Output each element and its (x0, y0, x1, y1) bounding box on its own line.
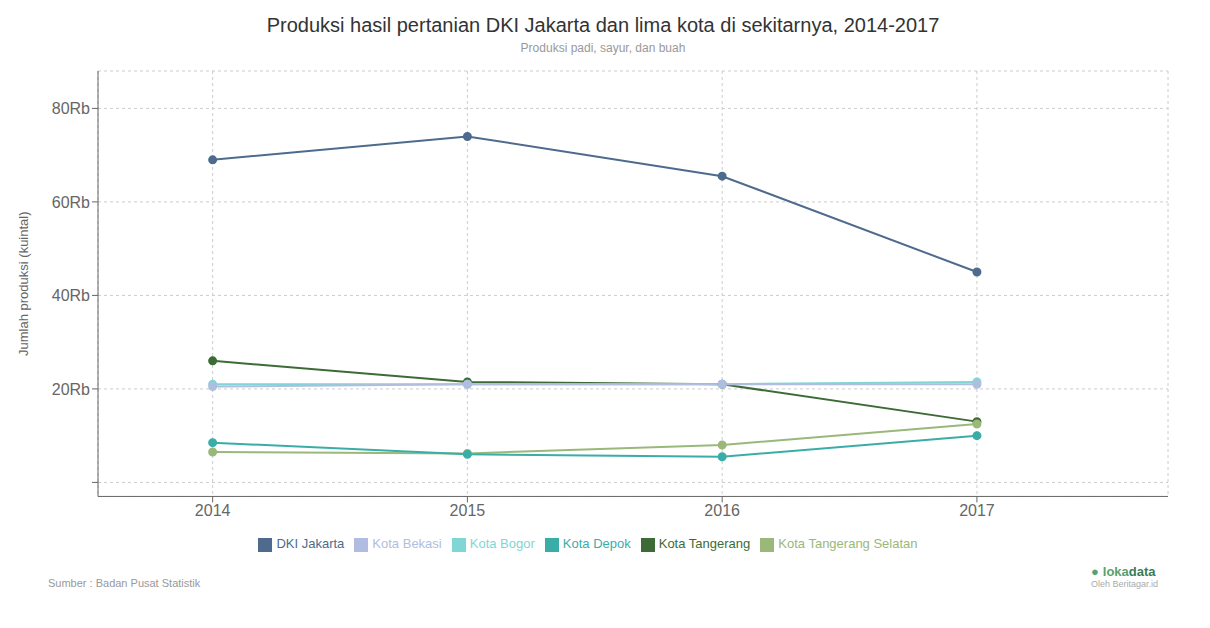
svg-text:2015: 2015 (450, 502, 486, 519)
svg-text:20Rb: 20Rb (52, 381, 90, 398)
html-text:Produksi padi, sayur, dan buah: Produksi padi, sayur, dan buah (520, 41, 686, 55)
svg-text:2016: 2016 (704, 502, 740, 519)
svg-text:2014: 2014 (195, 502, 231, 519)
html-text:● loka data: ● loka data (1091, 564, 1156, 579)
svg-text:60Rb: 60Rb (52, 194, 90, 211)
svg-text:40Rb: 40Rb (52, 287, 90, 304)
html-text:Produksi hasil pertanian DKI J: Produksi hasil pertanian DKI Jakarta dan… (266, 14, 940, 36)
html-text:Oleh Beritagar.id: Oleh Beritagar.id (1091, 579, 1158, 589)
html-text:Kota Tangerang Selatan: Kota Tangerang Selatan (778, 536, 918, 552)
html-text:DKI Jakarta: DKI Jakarta (276, 536, 345, 552)
html-text:Kota Tangerang: Kota Tangerang (658, 536, 751, 552)
html-text:Kota Bogor: Kota Bogor (469, 536, 535, 552)
svg-text:Jumlah produksi (kuintal): Jumlah produksi (kuintal) (16, 211, 31, 356)
html-text:Sumber : Badan Pusat Statistik: Sumber : Badan Pusat Statistik (48, 577, 201, 589)
svg-text:80Rb: 80Rb (52, 100, 90, 117)
svg-text:2017: 2017 (959, 502, 995, 519)
html-text:Kota Bekasi: Kota Bekasi (372, 536, 442, 552)
html-text:Kota Depok: Kota Depok (562, 536, 631, 552)
